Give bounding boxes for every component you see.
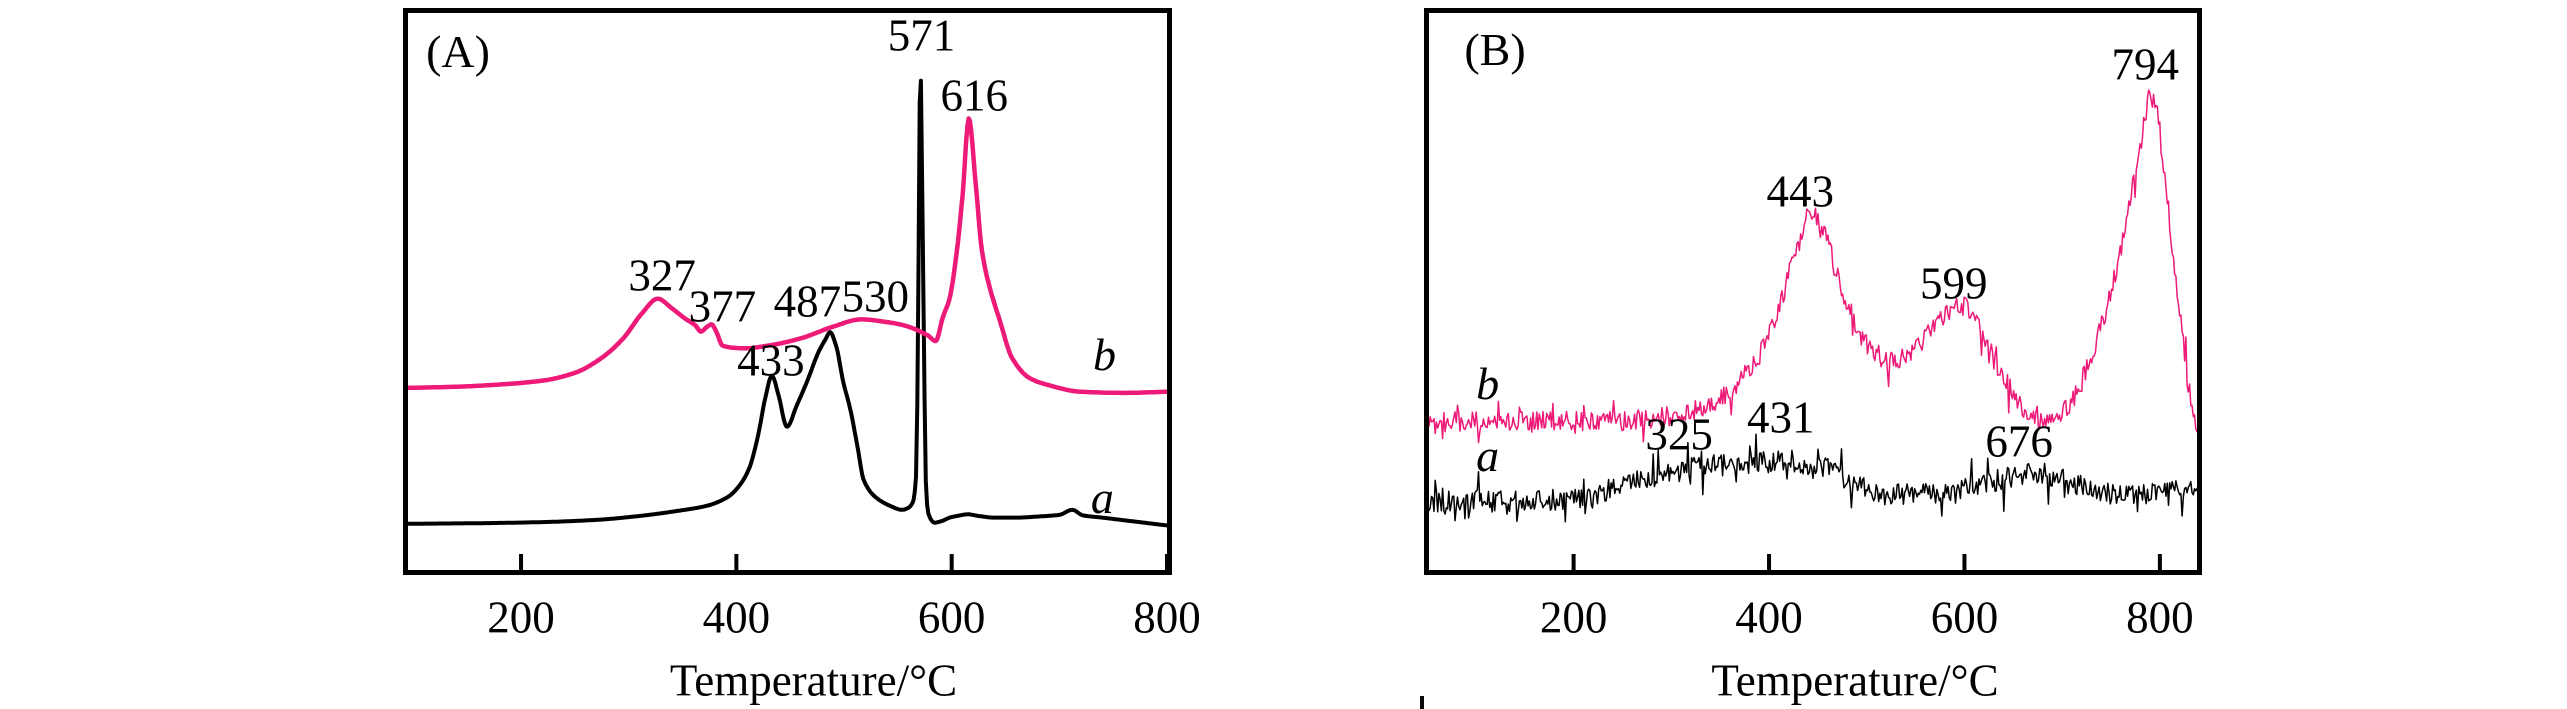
panel-A: (A) Temperature/°C 200 400 600 800 571 616 327… [403, 8, 1201, 703]
curve-letter-b: b [1093, 328, 1117, 380]
x-tick-label-800: 800 [2126, 592, 2194, 643]
curve-letter-b: b [1476, 357, 1500, 409]
curve-a [1429, 433, 2197, 523]
peak-label-443: 443 [1766, 166, 1835, 217]
peak-label-327: 327 [628, 250, 696, 301]
peak-label-616: 616 [940, 70, 1009, 121]
curve-b [408, 116, 1167, 396]
peak-label-571: 571 [887, 10, 956, 61]
curve-a [408, 78, 1167, 528]
curve-b [1429, 89, 2197, 444]
x-tick-label-600: 600 [917, 592, 986, 643]
stray-mark [1420, 696, 1424, 709]
peak-label-530: 530 [841, 271, 909, 322]
peak-label-431: 431 [1747, 392, 1815, 443]
curve-letter-a: a [1476, 430, 1500, 482]
x-tick-label-400: 400 [1735, 592, 1803, 643]
panel-B: (B) Temperature/°C 200 400 600 800 443 599 794… [1424, 8, 2202, 703]
panel-(B)-plot-area [1429, 89, 2197, 570]
x-tick-label-600: 600 [1930, 592, 1999, 643]
peak-label-676: 676 [1985, 416, 2053, 467]
peak-label-794: 794 [2111, 39, 2179, 90]
panel-A-x-axis-title: Temperature/°C [669, 655, 958, 706]
peak-label-325: 325 [1645, 409, 1713, 460]
peak-label-599: 599 [1919, 258, 1988, 309]
panel-B-letter: (B) [1464, 24, 1526, 75]
peak-label-433: 433 [737, 335, 805, 386]
panel-A-letter: (A) [426, 26, 490, 77]
peak-label-377: 377 [688, 281, 757, 332]
x-tick-label-200: 200 [1539, 592, 1608, 643]
panel-(A)-plot-area [408, 78, 1167, 570]
x-tick-label-800: 800 [1133, 592, 1201, 643]
curve-letter-a: a [1090, 472, 1114, 524]
x-tick-label-400: 400 [702, 592, 771, 643]
x-tick-label-200: 200 [487, 592, 555, 643]
panel-B-x-axis-title: Temperature/°C [1711, 655, 1999, 706]
peak-label-487: 487 [773, 276, 842, 327]
